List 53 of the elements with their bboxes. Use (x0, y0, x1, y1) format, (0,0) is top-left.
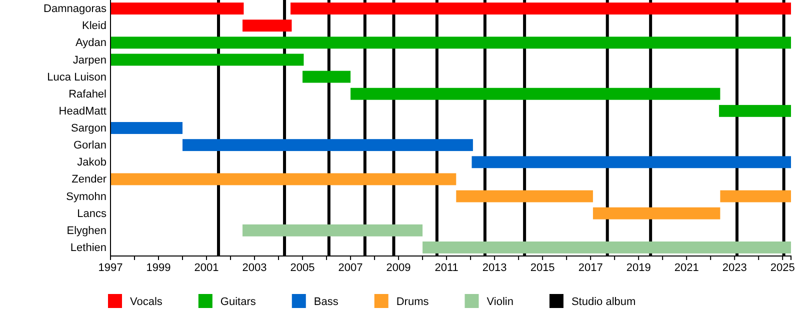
x-tick-label: 2005 (290, 262, 315, 274)
y-tick-label: Gorlan (73, 140, 106, 152)
bar (110, 2, 244, 15)
y-tick-label: Damnagoras (44, 3, 107, 16)
bar (110, 122, 183, 134)
x-tick-label: 2013 (482, 262, 507, 274)
x-tick-label: 2003 (242, 262, 267, 274)
y-tick-label: Kleid (82, 20, 106, 32)
x-tick-label: 2001 (194, 262, 219, 274)
bar (456, 190, 593, 202)
bar (718, 104, 791, 117)
y-tick-label: Zender (72, 174, 107, 186)
legend-label: Bass (314, 296, 339, 308)
y-tick-label: Jarpen (72, 54, 106, 66)
bar (182, 139, 473, 152)
legend-label: Guitars (220, 296, 256, 308)
y-tick-label: Aydan (76, 37, 106, 50)
bar (472, 156, 791, 168)
y-tick-label: Jakob (77, 156, 106, 169)
x-tick-label: 2007 (338, 262, 363, 274)
legend-label: Violin (486, 296, 514, 308)
x-tick-label: 2015 (530, 262, 555, 274)
x-tick-label: 1999 (146, 262, 171, 274)
y-tick-label: Symohn (66, 190, 106, 203)
x-tick-label: 2009 (386, 262, 411, 274)
bar (592, 207, 720, 220)
bar (110, 173, 456, 186)
legend-label: Vocals (130, 296, 163, 308)
x-tick-label: 2023 (722, 262, 747, 274)
y-tick-label: HeadMatt (58, 105, 106, 118)
x-tick-label: 2011 (434, 262, 458, 274)
x-tick-label: 2019 (626, 262, 651, 274)
bar (110, 54, 304, 66)
y-tick-label: Lancs (77, 208, 107, 220)
x-tick-label: 2025 (770, 262, 795, 274)
x-tick-label: 2021 (674, 262, 699, 274)
y-tick-label: Luca Luison (47, 71, 106, 84)
x-tick-label: 2017 (578, 262, 603, 274)
bar (350, 88, 720, 100)
bar (242, 224, 423, 236)
bar (242, 20, 292, 32)
y-tick-label: Lethien (70, 242, 106, 254)
y-tick-label: Sargon (71, 122, 106, 135)
bar (302, 70, 351, 83)
y-tick-label: Rafahel (68, 88, 106, 100)
legend-label: Studio album (571, 296, 636, 308)
bar (290, 2, 791, 15)
x-tick-label: 1997 (98, 262, 123, 274)
bar (110, 36, 791, 49)
bar (720, 190, 791, 202)
legend-label: Drums (396, 296, 430, 308)
bar (422, 241, 791, 254)
y-tick-label: Elyghen (66, 224, 106, 237)
